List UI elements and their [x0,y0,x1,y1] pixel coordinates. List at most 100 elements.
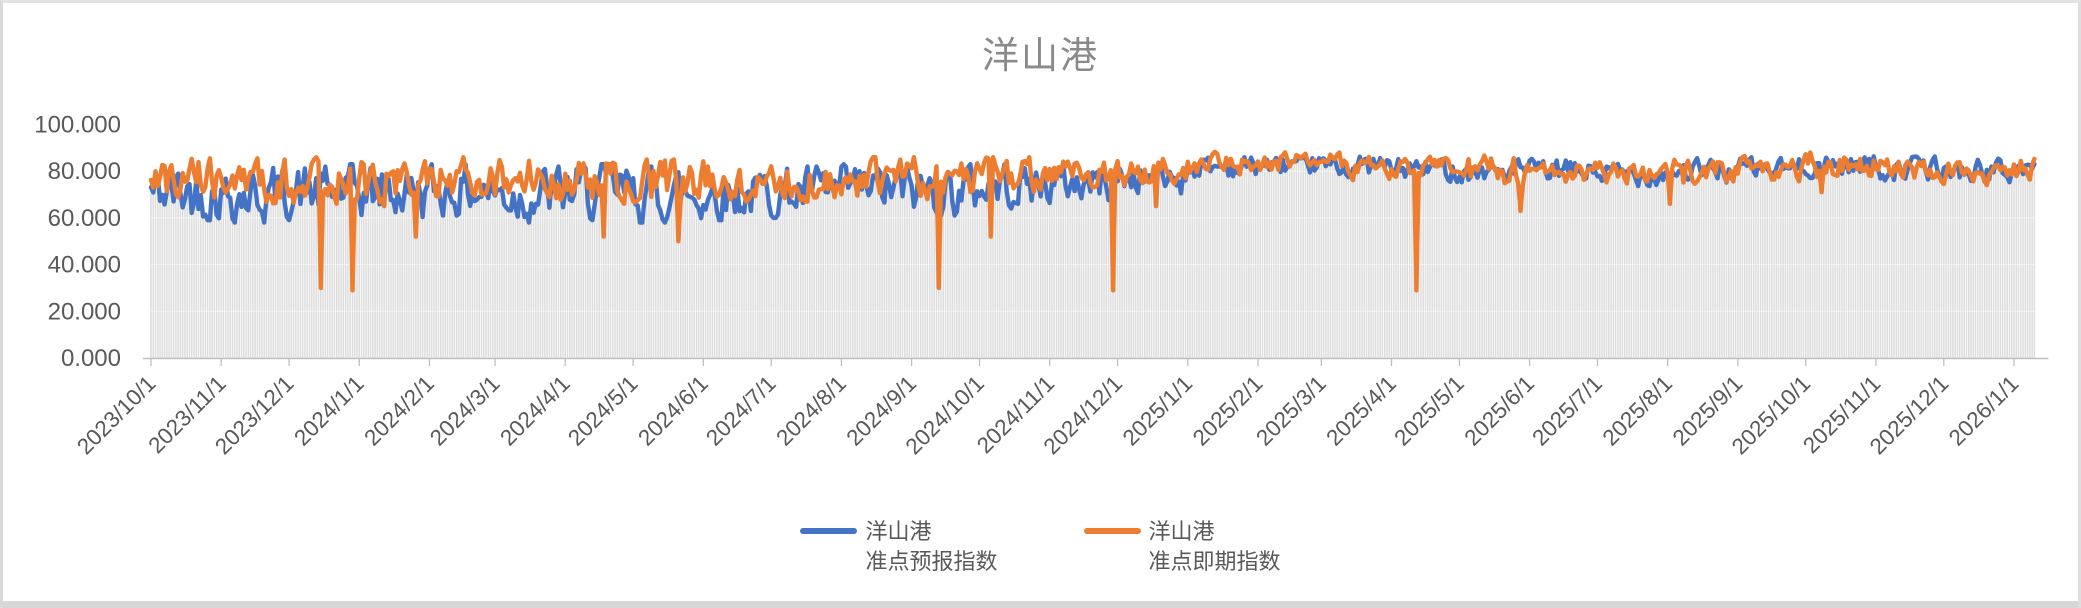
legend-item-forecast-index[interactable]: 洋山港 准点预报指数 [800,517,998,577]
background-bar [394,214,397,358]
background-bar [840,196,843,358]
background-bar [1560,176,1562,358]
background-bar [1017,205,1019,358]
background-bar [1503,185,1506,358]
background-bar [625,183,628,358]
background-bar [1347,179,1350,358]
background-bar [587,205,589,358]
chart-plot-area[interactable]: 0.000 20.000 40.000 60.000 80.000 100.000 2023… [3,3,2081,608]
background-bar [175,196,177,358]
background-bar [1687,181,1689,358]
background-bar [777,216,779,358]
background-bar [560,201,562,358]
background-bar [747,201,750,358]
background-bar [1655,186,1658,358]
background-bar [1313,172,1316,358]
background-bar [709,196,711,358]
background-bar [598,196,600,358]
background-bar [1777,178,1780,358]
background-bar [634,206,637,358]
background-bar [1408,174,1411,358]
background-bar [1605,184,1608,358]
background-bar [856,197,858,358]
background-bar [519,196,521,358]
background-bar [442,217,444,358]
background-bar [1612,166,1615,358]
background-bar [526,215,528,358]
background-bar [1728,178,1730,358]
background-bar [761,185,763,358]
background-bar [845,179,847,358]
background-bar [876,182,879,358]
background-bar [1010,210,1012,358]
background-bar [1945,176,1947,358]
background-bar [999,183,1001,358]
background-bar [958,192,960,358]
background-bar [1148,184,1150,358]
background-bar [1963,176,1965,358]
background-bar [1019,177,1021,358]
background-bar [743,214,745,358]
background-bar [1497,180,1499,358]
background-bar [1288,168,1291,358]
background-bar [333,198,336,358]
x-axis-tick-label: 2026/1/1 [1944,371,2024,451]
background-bar [1845,167,1848,358]
background-bar [609,175,612,358]
x-axis-tick-label: 2024/5/1 [563,371,643,451]
background-bar [1709,166,1712,358]
background-bar [1913,179,1916,358]
background-bar [1139,181,1141,358]
background-bar [1327,163,1329,358]
background-bar [1005,192,1008,358]
background-bar [1320,163,1323,358]
background-bar [1986,187,1988,358]
background-bar [872,177,874,358]
background-bar [358,201,360,358]
background-bar [1234,169,1237,358]
background-bar [1209,173,1212,358]
background-bar [240,208,243,358]
background-bar [1992,174,1995,358]
background-bar [1168,175,1171,358]
background-bar [1426,173,1429,358]
background-bar [867,197,870,358]
background-bar [1230,168,1232,358]
background-bar [670,199,673,358]
background-bar [1884,182,1886,358]
background-bar [1291,163,1293,358]
legend-item-spot-index[interactable]: 洋山港 准点即期指数 [1083,517,1281,577]
x-axis-tick-label: 2024/4/1 [495,371,575,451]
background-bar [1920,167,1922,358]
background-bar [392,201,394,358]
background-bar [996,200,999,358]
background-bar [344,195,347,358]
background-bar [1082,186,1085,358]
background-bar [1764,168,1766,358]
background-bar [1893,181,1895,358]
spot-index-line[interactable] [148,149,2037,293]
background-bar [236,206,238,358]
background-bar [1064,187,1067,358]
background-bar [530,205,533,358]
background-bar [532,214,535,358]
background-bar [1094,188,1096,358]
background-bar [1361,165,1363,358]
background-bar [487,200,490,358]
background-bar [1698,179,1701,358]
background-bar [161,196,164,358]
background-bar [1359,165,1361,358]
background-bar [496,191,499,358]
background-bar [661,221,664,358]
background-bar [229,199,231,358]
background-bar [1662,182,1664,358]
background-bar [1030,202,1033,358]
background-bar [854,183,856,358]
background-bar [1087,181,1089,358]
background-bar [1171,182,1173,358]
background-bar [277,184,279,358]
background-bar [607,169,609,358]
background-bar [252,176,254,358]
background-bar [768,206,770,358]
background-bar [209,222,211,358]
